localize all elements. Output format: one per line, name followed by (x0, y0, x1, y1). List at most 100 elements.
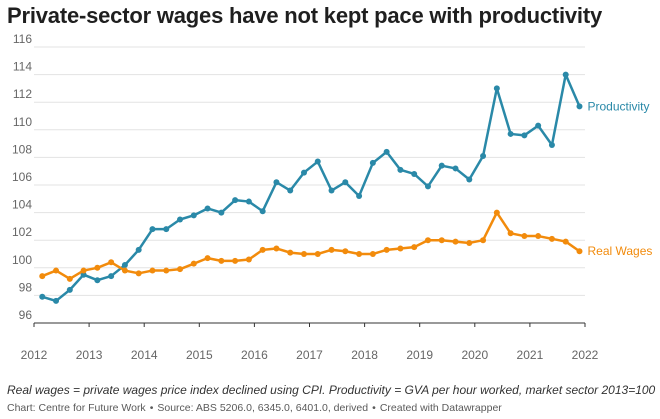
y-tick-label: 102 (12, 225, 32, 239)
data-point-productivity (108, 273, 115, 280)
data-point-real-wages (438, 237, 445, 244)
data-point-real-wages (507, 230, 514, 237)
data-point-productivity (149, 226, 156, 233)
series-label-real-wages: Real Wages (587, 244, 652, 258)
data-point-productivity (521, 132, 528, 139)
data-point-productivity (273, 179, 280, 186)
data-point-real-wages (493, 209, 500, 216)
data-point-real-wages (535, 233, 542, 240)
data-point-productivity (314, 158, 321, 165)
data-point-real-wages (452, 238, 459, 245)
data-point-productivity (369, 159, 376, 166)
data-point-real-wages (232, 257, 239, 264)
data-point-productivity (177, 216, 184, 223)
data-point-productivity (507, 130, 514, 137)
y-tick-label: 100 (12, 253, 32, 267)
data-point-real-wages (369, 251, 376, 257)
data-point-real-wages (466, 239, 473, 246)
data-point-real-wages (397, 245, 404, 252)
data-point-productivity (287, 187, 294, 194)
data-point-real-wages (576, 248, 583, 255)
data-point-real-wages (287, 249, 294, 256)
data-point-real-wages (259, 246, 266, 253)
data-point-productivity (424, 183, 431, 190)
data-point-productivity (452, 165, 459, 172)
data-point-productivity (39, 293, 46, 300)
data-point-real-wages (562, 238, 569, 245)
data-point-productivity (232, 197, 239, 204)
data-point-real-wages (521, 233, 528, 240)
footnote: Real wages = private wages price index d… (7, 383, 656, 397)
data-point-real-wages (314, 251, 321, 257)
data-point-real-wages (383, 246, 390, 253)
data-point-real-wages (94, 264, 101, 271)
data-point-real-wages (149, 267, 156, 274)
data-point-real-wages (80, 267, 87, 274)
data-point-productivity (535, 122, 542, 129)
data-point-real-wages (342, 248, 349, 255)
y-tick-label: 108 (12, 142, 32, 156)
data-point-productivity (383, 148, 390, 155)
data-point-real-wages (245, 256, 252, 263)
credit-chart: Chart: Centre for Future Work (7, 402, 146, 414)
credit-source: Source: ABS 5206.0, 6345.0, 6401.0, deri… (157, 402, 369, 414)
data-point-productivity (300, 169, 307, 176)
data-point-real-wages (177, 266, 184, 273)
x-tick-label: 2016 (241, 348, 268, 362)
data-point-real-wages (163, 267, 170, 274)
x-tick-label: 2021 (517, 348, 544, 362)
data-point-real-wages (218, 257, 225, 264)
chart-title: Private-sector wages have not kept pace … (7, 3, 602, 28)
data-point-productivity (493, 85, 500, 92)
data-point-productivity (245, 198, 252, 205)
x-tick-label: 2022 (572, 348, 599, 362)
data-point-productivity (135, 246, 142, 253)
data-point-real-wages (53, 267, 60, 274)
data-point-productivity (438, 162, 445, 169)
credit-created: Created with Datawrapper (379, 402, 502, 414)
data-point-productivity (66, 286, 73, 293)
data-point-productivity (121, 262, 128, 269)
credit-separator: • (149, 402, 154, 414)
series-line-productivity (41, 73, 581, 303)
data-point-productivity (411, 170, 418, 177)
data-point-real-wages (548, 235, 555, 242)
y-tick-label: 112 (13, 87, 32, 101)
data-point-real-wages (300, 251, 307, 257)
data-point-real-wages (66, 275, 73, 282)
y-tick-label: 104 (12, 198, 32, 212)
y-tick-label: 110 (13, 115, 32, 129)
data-point-productivity (480, 153, 487, 160)
y-tick-label: 116 (13, 32, 32, 46)
line-chart: 96 98 100 102 104 106 108 110 112 114 116 2012 2013 2… (12, 32, 652, 362)
data-point-real-wages (356, 251, 363, 257)
data-point-real-wages (39, 273, 46, 280)
data-point-productivity (466, 176, 473, 183)
x-tick-label: 2014 (131, 348, 158, 362)
x-tick-label: 2020 (461, 348, 488, 362)
data-point-productivity (218, 209, 225, 216)
data-point-real-wages (411, 244, 418, 251)
credit-line: Chart: Centre for Future Work • Source: AB… (7, 402, 502, 414)
data-point-productivity (562, 71, 569, 78)
data-point-productivity (94, 277, 101, 284)
data-point-productivity (163, 226, 170, 233)
data-point-productivity (356, 193, 363, 200)
x-tick-label: 2012 (21, 348, 48, 362)
data-point-productivity (80, 271, 87, 278)
data-point-productivity (53, 297, 60, 304)
x-tick-label: 2019 (406, 348, 433, 362)
data-point-real-wages (108, 259, 115, 266)
data-point-real-wages (204, 255, 211, 262)
data-point-productivity (342, 179, 349, 186)
data-point-productivity (204, 205, 211, 212)
series-line-real-wages (41, 211, 581, 281)
data-point-real-wages (135, 270, 142, 277)
x-tick-label: 2018 (351, 348, 378, 362)
x-tick-label: 2013 (76, 348, 103, 362)
data-point-productivity (259, 208, 266, 215)
data-point-productivity (548, 141, 555, 148)
data-point-real-wages (480, 237, 487, 244)
data-point-real-wages (190, 260, 197, 267)
x-tick-label: 2015 (186, 348, 213, 362)
